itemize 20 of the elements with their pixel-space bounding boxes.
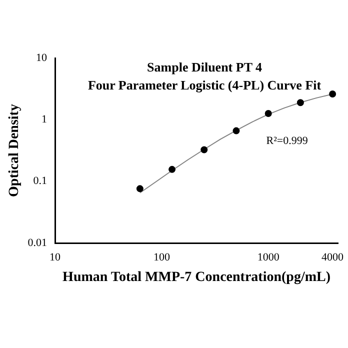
y-tick-label: 0.1	[33, 175, 48, 188]
point	[200, 146, 208, 154]
y-tick-label: 0.01	[28, 236, 48, 249]
point	[232, 127, 240, 134]
y-tick-label: 1	[42, 114, 48, 126]
text: Four Parameter Logistic (4-PL) Curve Fit	[88, 77, 322, 92]
x-tick-label: 100	[153, 251, 170, 264]
x-axis-title: Human Total MMP-7 Concentration(pg/mL)	[62, 270, 331, 286]
y-axis-title: Optical Density	[7, 104, 22, 197]
x-tick-label: 4000	[322, 251, 344, 264]
point	[329, 90, 336, 98]
y-tick-label: 10	[36, 52, 48, 64]
chart-title: Sample Diluent PT 4	[147, 59, 263, 74]
point	[296, 99, 304, 106]
point	[264, 110, 272, 117]
point	[168, 166, 176, 173]
annotation: R²=0.999	[266, 135, 308, 148]
x-tick-label: 10	[50, 251, 62, 264]
point	[136, 185, 144, 192]
x-tick-label: 1000	[257, 251, 280, 264]
